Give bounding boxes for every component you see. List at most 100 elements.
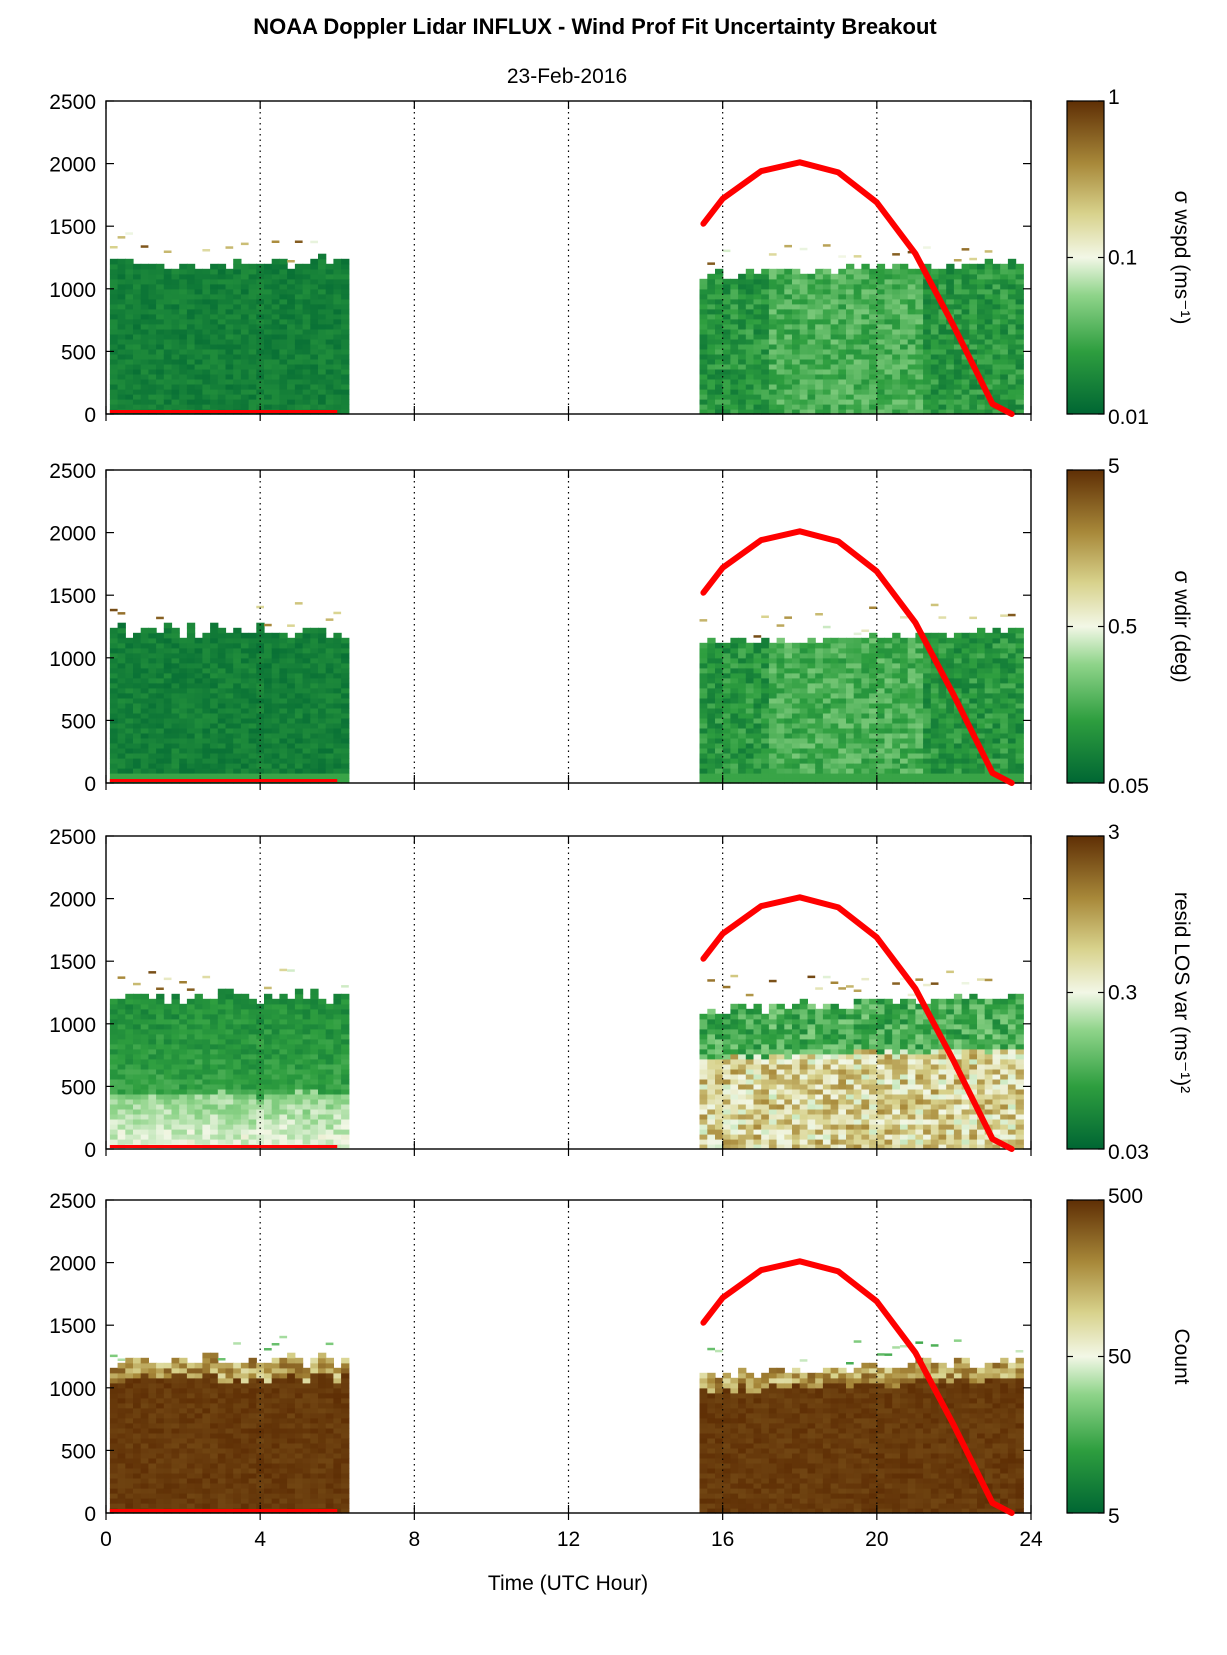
heatmap-cell [341, 712, 350, 719]
heatmap-cell [807, 692, 816, 699]
heatmap-cell [768, 732, 778, 739]
heatmap-cell [953, 682, 963, 689]
heatmap-cell [876, 368, 886, 375]
heatmap-cell [745, 742, 755, 749]
heatmap-cell [707, 404, 716, 410]
heatmap-cell [730, 647, 739, 654]
heatmap-cell [333, 353, 342, 360]
heatmap-cell [907, 687, 916, 694]
heatmap-cell [217, 1003, 227, 1010]
heatmap-cell [776, 368, 785, 375]
heatmap-cell [156, 697, 165, 704]
heatmap-cell [217, 1119, 227, 1125]
heatmap-cell [133, 1119, 142, 1125]
heatmap-cell [984, 358, 993, 365]
heatmap-cell [279, 368, 288, 375]
heatmap-cell [807, 642, 816, 649]
heatmap-cell [838, 702, 847, 709]
heatmap-cell [287, 268, 296, 275]
heatmap-cell [992, 763, 1001, 769]
heatmap-cell [730, 682, 739, 689]
heatmap-cell [738, 722, 747, 729]
heatmap-cell [753, 394, 762, 400]
heatmap-cell [984, 308, 993, 315]
heatmap-cell [784, 712, 793, 719]
heatmap-cell [186, 1048, 196, 1055]
heatmap-cell [969, 373, 978, 380]
heatmap-cell [125, 389, 134, 395]
heatmap-cell [846, 672, 855, 679]
heatmap-cell [1007, 313, 1017, 320]
heatmap-cell [1007, 627, 1017, 634]
heatmap-cell [946, 667, 955, 674]
heatmap-cell [938, 283, 947, 290]
heatmap-cell [233, 394, 242, 400]
heatmap-cell [271, 642, 280, 649]
heatmap-cell [333, 657, 342, 664]
heatmap-cell [240, 293, 250, 300]
heatmap-cell [287, 368, 296, 375]
heatmap-cell [109, 1139, 119, 1145]
heatmap-cell [830, 657, 839, 664]
heatmap-cell [210, 632, 219, 639]
heatmap-cell [140, 278, 149, 285]
heatmap-cell [248, 657, 257, 664]
heatmap-cell [722, 353, 731, 360]
heatmap-cell [248, 637, 257, 644]
heatmap-cell [163, 657, 173, 664]
heatmap-cell [310, 293, 319, 300]
heatmap-cell [846, 323, 855, 330]
heatmap-cell [318, 338, 327, 345]
heatmap-cell [846, 652, 855, 659]
heatmap-cell [302, 773, 311, 779]
heatmap-cell [163, 1129, 173, 1135]
heatmap-cell [753, 687, 762, 694]
heatmap-cell [869, 298, 878, 305]
heatmap-cell [279, 697, 288, 704]
heatmap-cell [341, 308, 350, 315]
heatmap-cell [884, 717, 893, 724]
heatmap-cell [892, 298, 901, 305]
heatmap-cell [271, 293, 280, 300]
heatmap-cell [202, 273, 211, 280]
heatmap-cell [876, 672, 886, 679]
heatmap-cell [884, 657, 893, 664]
heatmap-cell [287, 737, 296, 744]
heatmap-cell [876, 278, 886, 285]
heatmap-cell [961, 637, 970, 644]
heatmap-cell [194, 384, 203, 390]
heatmap-cell [179, 358, 188, 365]
heatmap-cell [264, 263, 273, 270]
heatmap-cell [140, 1124, 149, 1130]
heatmap-cell [194, 298, 203, 305]
heatmap-cell [900, 333, 909, 340]
heatmap-cell [194, 1018, 203, 1025]
heatmap-cell [140, 1023, 149, 1030]
heatmap-cell [318, 288, 327, 295]
heatmap-cell [915, 343, 924, 350]
heatmap-cell [915, 313, 924, 320]
heatmap-cell [730, 657, 739, 664]
heatmap-cell [815, 717, 824, 724]
heatmap-cell [969, 389, 978, 395]
heatmap-cell [853, 303, 862, 310]
heatmap-cell [822, 737, 832, 744]
heatmap-cell [992, 697, 1001, 704]
heatmap-cell [210, 662, 219, 669]
heatmap-cell [977, 338, 986, 345]
heatmap-cell [923, 394, 932, 400]
heatmap-cell [869, 293, 878, 300]
heatmap-cell [869, 697, 878, 704]
heatmap-cell [310, 632, 319, 639]
heatmap-cell [907, 358, 916, 365]
heatmap-cell [294, 268, 304, 275]
heatmap-cell [194, 278, 203, 285]
heatmap-cell [333, 363, 342, 370]
heatmap-cell [125, 998, 134, 1005]
heatmap-cell [125, 232, 133, 235]
heatmap-cell [1007, 637, 1017, 644]
heatmap-cell [907, 328, 916, 335]
heatmap-cell [202, 1119, 211, 1125]
heatmap-cell [830, 712, 839, 719]
heatmap-cell [225, 732, 234, 739]
